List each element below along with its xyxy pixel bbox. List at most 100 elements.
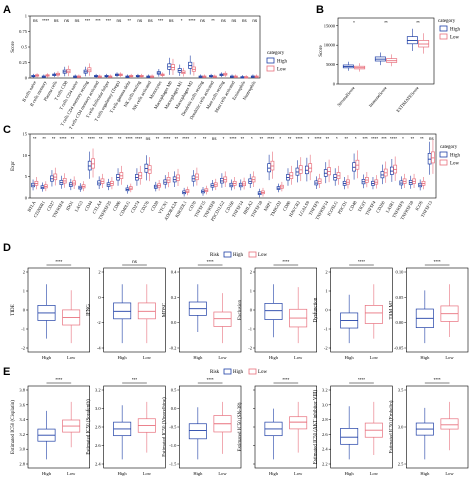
subplot-box-high-box [113, 302, 132, 320]
x-category-label: Low [67, 355, 76, 360]
subplot-frame [254, 267, 317, 353]
0-y-axis-title: Score [11, 41, 16, 53]
legend-b-high-swatch [439, 25, 448, 32]
subplot-frame [179, 385, 242, 469]
2-significance-label: * [355, 136, 357, 141]
2-significance-label: * [194, 136, 196, 141]
0-significance-label: *** [95, 18, 101, 23]
subplot-frame [27, 385, 90, 469]
1-category-label: ESTIMATEScore [395, 85, 419, 113]
panel-e-charts: 3.8 3.6 3.4 3.2 3.0 2.8 Estimated IC50 (Cispla… [11, 377, 469, 476]
2-significance-label: ** [241, 136, 245, 141]
subplot-box-high-box [188, 423, 207, 440]
significance-label: **** [55, 377, 62, 382]
legend-e-high-swatch [223, 368, 232, 375]
2-ytick-label: 5 [25, 174, 28, 179]
significance-label: **** [55, 259, 62, 264]
0-significance-label: ns [252, 18, 258, 23]
panel-label-d: D [3, 242, 11, 254]
subplot-y-axis-title: Exclusion [238, 300, 243, 320]
legend-c: category High Low [439, 145, 461, 167]
2-significance-label: ** [203, 136, 207, 141]
2-category-label: CD27 [46, 199, 56, 211]
0-significance-label: **** [189, 18, 196, 23]
subplot-ytick-label: 2.2 [322, 462, 328, 467]
2-category-label: CD274 [130, 199, 141, 213]
2-significance-label: * [336, 136, 338, 141]
subplot-box-high-box [340, 428, 359, 445]
subplot-ytick-label: -0.05 [394, 346, 404, 351]
0-ytick-label: 0.75 [19, 29, 28, 34]
2-category-label: CTLA4 [91, 199, 103, 214]
x-category-label: High [269, 355, 279, 360]
subplot-ytick-label: 1 [23, 289, 25, 294]
subplot-ytick-label: 0 [98, 295, 101, 300]
subplot-frame [330, 385, 393, 469]
subplot-y-axis-title: IFNG [87, 304, 92, 316]
subplot-ytick-label: -1 [248, 327, 252, 332]
2-significance-label: **** [314, 136, 321, 141]
2-significance-label: *** [363, 136, 369, 141]
legend-c-title: category [440, 145, 458, 150]
2-category-label: CD28 [150, 199, 160, 211]
subplot-ytick-label: 3.0 [95, 406, 101, 411]
0-significance-label: *** [106, 18, 112, 23]
2-category-label: CD86 [112, 199, 122, 211]
subplot-box-low-box [213, 311, 232, 327]
2-significance-label: ** [52, 136, 56, 141]
significance-label: **** [207, 377, 214, 382]
2-ytick-label: 10 [23, 153, 28, 158]
1-ytick-label: 10000 [324, 43, 336, 48]
subplot-box-low-box [289, 416, 308, 430]
legend-d: Risk High Low [210, 251, 268, 258]
2-significance-label: ** [175, 136, 179, 141]
2-category-label: CD48 [348, 199, 358, 211]
subplot-y-axis-title: Estimated IC50 (Cisplatin) [11, 400, 16, 454]
legend-e-high: High [233, 370, 244, 375]
2-significance-label: ns [146, 136, 152, 141]
legend-d-high: High [233, 253, 244, 258]
0-ytick-label: 1 [25, 14, 27, 19]
1-category-label: ImmuneScore [368, 85, 388, 108]
x-category-label: High [42, 471, 52, 476]
subplot-frame [406, 267, 469, 353]
1-significance-label: ** [384, 20, 388, 25]
significance-label: **** [207, 259, 214, 264]
1-significance-label: * [353, 20, 355, 25]
2-category-label: CD200 [375, 199, 386, 213]
x-category-label: High [193, 355, 203, 360]
subplot-ytick-label: -4 [97, 346, 101, 351]
legend-a-low: Low [277, 68, 287, 73]
legend-c-low: Low [450, 162, 460, 167]
2-significance-label: ** [411, 136, 415, 141]
subplot-box-low-box [364, 305, 383, 324]
subplot-ytick-label: -2 [97, 320, 101, 325]
subplot-ytick-label: -0.2 [169, 346, 176, 351]
2-significance-label: **** [126, 136, 133, 141]
x-category-label: High [193, 471, 203, 476]
1-plot-frame [337, 17, 435, 85]
subplot-ytick-label: -1 [21, 327, 25, 332]
0-significance-label: ns [137, 18, 143, 23]
significance-label: ns [132, 259, 138, 264]
subplot-ytick-label: 0.10 [395, 270, 404, 275]
0-ytick-label: 0.25 [19, 60, 28, 65]
subplot-ytick-label: -0.5 [169, 425, 177, 430]
subplot-ytick-label: 0.00 [395, 320, 404, 325]
panel-label-c: C [3, 124, 11, 136]
subplot-frame [103, 267, 166, 353]
panel-label-e: E [3, 366, 10, 378]
x-category-label: High [118, 355, 128, 360]
subplot-frame [254, 385, 317, 469]
subplot-ytick-label: 3.0 [398, 425, 404, 430]
legend-e: Risk High Low [210, 368, 268, 375]
panel-label-a: A [3, 4, 11, 16]
subplot-ytick-label: 1 [325, 289, 327, 294]
subplot-ytick-label: -2 [21, 346, 25, 351]
x-category-label: Low [143, 355, 152, 360]
2-category-label: TNFSF4 [364, 199, 377, 216]
legend-e-low: Low [258, 370, 268, 375]
2-significance-label: **** [60, 136, 67, 141]
subplot-ytick-label: 3.4 [19, 417, 25, 422]
